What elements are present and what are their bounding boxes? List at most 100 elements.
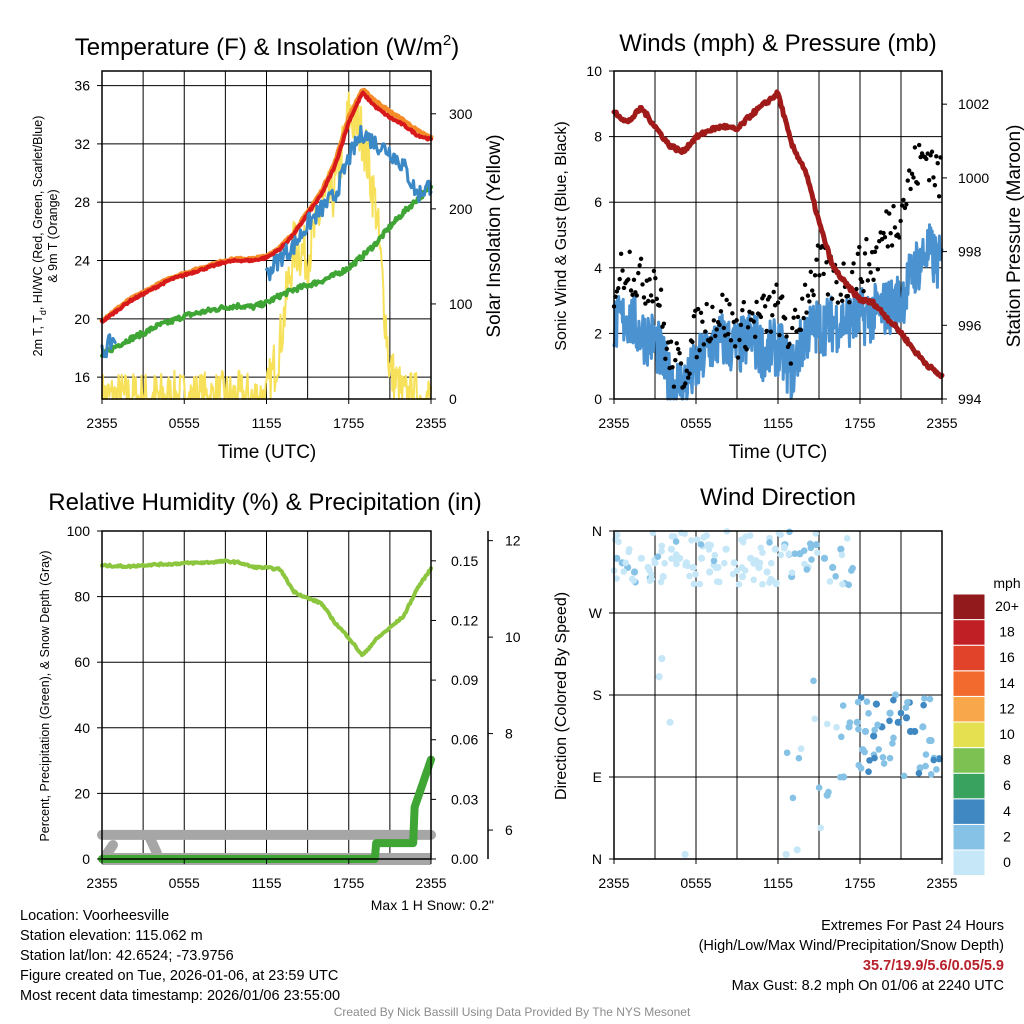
direction-point [861,748,868,756]
direction-point [916,764,924,772]
gust-point [620,268,625,273]
direction-point [863,698,871,705]
gust-point [730,311,735,316]
winds-xtick-label: 2355 [598,415,629,431]
temperature-ytick-label: 16 [74,369,90,385]
gust-point [882,235,888,240]
wind-direction-xtick-label: 1155 [763,875,793,891]
direction-point [783,749,791,757]
gust-point [664,346,669,351]
gust-point [710,304,715,310]
gust-point [701,342,707,347]
gust-point [810,288,815,293]
humidity-xtick-label: 0555 [169,875,200,891]
station-info: Location: Voorheesville Station elevatio… [20,906,340,1006]
gust-point [695,306,701,312]
latlon-text: Station lat/lon: 42.6524; -73.9756 [20,948,234,964]
direction-point [666,718,674,726]
gust-point [740,307,745,313]
winds-ytick-label: 6 [594,194,602,210]
gust-point [738,322,744,328]
humidity-xtick-label: 1155 [251,875,281,891]
wind-direction-ytick-label: N [592,851,602,867]
gust-point [733,344,738,349]
gust-point [829,296,835,301]
colorbar-label: 8 [1003,752,1011,768]
direction-point [658,654,666,663]
gust-point [717,322,722,328]
gust-point [713,333,718,339]
gust-point [653,275,658,281]
direction-point [919,723,927,731]
humidity-ytick-label: 20 [74,785,90,801]
gust-point [714,327,719,332]
gust-point [808,269,813,275]
colorbar-label: 4 [1003,803,1011,819]
gust-point [928,153,933,158]
winds-xtick-label: 1155 [763,415,793,431]
direction-point [667,545,676,553]
gust-point [775,300,781,305]
gust-point [867,262,872,267]
direction-point [773,579,780,587]
colorbar-swatch [952,798,986,825]
colorbar-label: 2 [1003,828,1011,844]
direction-point [886,709,894,717]
gust-point [694,355,699,360]
gust-point [651,268,657,274]
pressure-ytick-right-label: 996 [958,317,982,333]
gust-point [698,310,704,316]
gust-point [774,282,779,287]
humidity-ytick-label: 40 [74,720,90,736]
snow-ytick-label: 10 [505,629,521,645]
gust-point [862,251,868,256]
temperature-xtick-label: 2355 [415,415,446,431]
gust-point [859,279,865,285]
gust-point [640,282,645,287]
gust-point [627,249,632,255]
gust-point [898,218,903,224]
gust-point [868,270,873,275]
gust-point [908,186,913,192]
wind-speed-line [612,223,944,401]
precip-ytick-label: 0.12 [451,612,478,628]
gust-point [902,205,908,211]
temperature-xtick-label: 1755 [333,415,364,431]
direction-point [668,555,675,563]
gust-point [807,299,812,304]
direction-point [871,726,878,734]
gust-point [874,245,879,250]
gust-point [678,361,684,366]
direction-point [716,578,723,586]
gust-point [864,237,869,242]
gust-point [650,299,655,304]
direction-point [682,561,689,569]
gust-point [654,296,659,302]
direction-point [693,536,701,543]
direction-point [777,531,784,539]
colorbar-label: 14 [999,675,1015,691]
pressure-ytick-right-label: 998 [958,244,982,260]
gust-point [795,314,801,320]
gust-point [677,350,682,356]
gust-point [771,289,776,295]
gust-point [798,327,804,333]
direction-point [837,545,845,553]
gust-point [936,194,942,199]
gust-point [805,293,811,298]
direction-point [853,718,861,726]
gust-point [838,292,843,297]
credit-text: Created By Nick Bassill Using Data Provi… [333,1005,691,1019]
gust-point [668,339,674,344]
direction-point [855,761,863,769]
gust-point [724,297,729,303]
pressure-ytick-right-label: 994 [958,391,982,407]
temperature-ytick-label: 20 [74,311,90,327]
direction-point [789,794,797,802]
gust-point [754,299,759,305]
direction-point [820,554,829,562]
direction-point [750,576,758,584]
colorbar-swatch [952,593,986,621]
direction-point [655,673,663,681]
direction-point [891,691,900,699]
